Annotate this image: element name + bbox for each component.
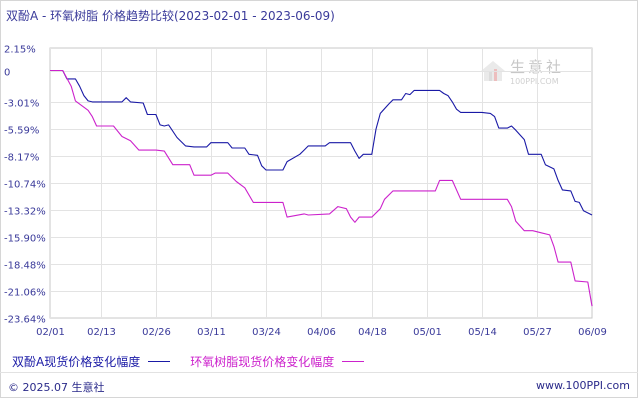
y-tick-label: 2.15% [4,45,36,56]
y-tick-label: -13.32% [4,207,46,218]
watermark-url: 100PPI.COM [510,77,559,86]
x-tick-label: 04/18 [358,327,387,338]
legend-label-epoxy-resin: 环氧树脂现货价格变化幅度 [190,354,335,369]
x-tick-label: 05/01 [413,327,442,338]
footer-divider [0,372,638,373]
y-tick-label: -3.01% [4,99,39,110]
legend-item-epoxy-resin: 环氧树脂现货价格变化幅度 [190,353,365,370]
legend: 双酚A现货价格变化幅度 环氧树脂现货价格变化幅度 [12,353,384,369]
x-tick-label: 04/06 [307,327,336,338]
y-tick-label: -23.64% [4,315,46,326]
x-tick-label: 05/27 [523,327,552,338]
y-tick-label: -8.17% [4,153,39,164]
legend-swatch-epoxy-resin [342,360,365,362]
footer-site-link[interactable]: www.100PPI.com [536,379,630,392]
x-tick-label: 05/14 [468,327,497,338]
y-tick-label: -10.74% [4,180,46,191]
x-tick-label: 06/09 [578,327,607,338]
legend-item-bisphenol-a: 双酚A现货价格变化幅度 [12,353,171,370]
series-line-bisphenol-a [50,69,593,216]
axes: 2.15% 0 -3.01% -5.59% -8.17% -10.74% -13.32% -1… [4,45,607,339]
x-tick-label: 02/26 [142,327,171,338]
legend-swatch-bisphenol-a [148,360,171,362]
footer-copyright: © 2025.07 生意社 [8,381,105,394]
x-tick-label: 02/01 [36,327,65,338]
legend-label-bisphenol-a: 双酚A现货价格变化幅度 [12,354,141,369]
series-line-epoxy-resin [50,69,593,307]
y-tick-label: 0 [4,68,10,79]
y-tick-label: -18.48% [4,261,46,272]
chart-title: 双酚A - 环氧树脂 价格趋势比较(2023-02-01 - 2023-06-0… [6,9,335,23]
x-tick-label: 03/11 [197,327,226,338]
x-tick-label: 03/24 [252,327,281,338]
y-tick-label: -15.90% [4,234,46,245]
series-lines [50,69,593,307]
x-tick-label: 02/13 [87,327,116,338]
grid [49,47,593,319]
y-tick-label: -21.06% [4,288,46,299]
y-tick-label: -5.59% [4,126,39,137]
